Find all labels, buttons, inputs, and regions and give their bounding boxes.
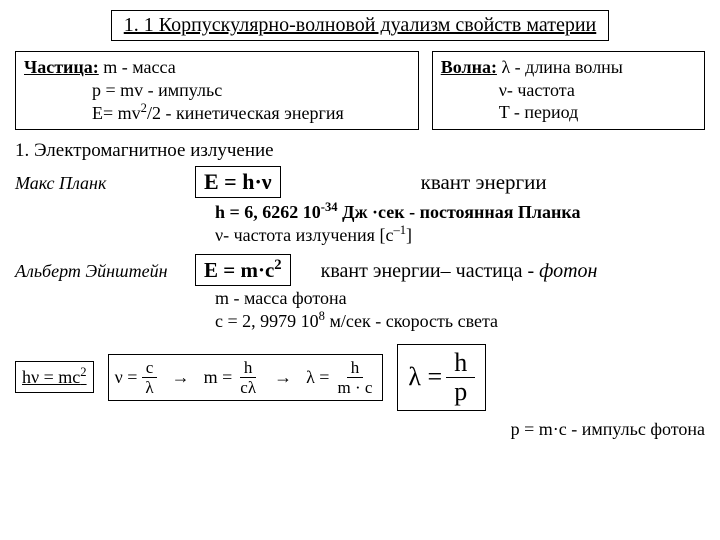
h-b: Дж ·сек -	[338, 202, 420, 222]
wave-box: Волна: λ - длина волны ν- частота T - пе…	[432, 51, 705, 130]
particle-box: Частица: m - масса p = mv - импульс E= m…	[15, 51, 419, 130]
definitions-row: Частица: m - масса p = mv - импульс E= m…	[15, 51, 705, 130]
wave-nu: ν- частота	[499, 80, 575, 100]
h-exp: -34	[321, 200, 338, 214]
photon-momentum-note: p = m·c - импульс фотона	[15, 419, 705, 440]
page-title: 1. 1 Корпускулярно-волновой дуализм свой…	[111, 10, 610, 41]
particle-energy-b: /2 - кинетическая энергия	[147, 103, 344, 123]
einstein-formula: E = m·c2	[195, 254, 291, 286]
de-broglie-box: λ = hp	[397, 344, 486, 411]
wave-lambda: λ - длина волны	[501, 57, 622, 77]
author-einstein: Альберт Эйнштейн	[15, 261, 195, 282]
base-eq: hν = mc2	[22, 367, 87, 387]
h-c: постоянная Планка	[420, 202, 581, 222]
planck-nu-line: ν- частота излучения [c–1]	[215, 223, 705, 246]
particle-energy-a: E= mv	[92, 103, 141, 123]
photon-mass-line: m - масса фотона	[215, 288, 705, 309]
wave-head: Волна:	[441, 57, 497, 77]
title-text: 1. 1 Корпускулярно-волновой дуализм свой…	[124, 14, 597, 36]
planck-h-line: h = 6, 6262 10-34 Дж ·сек - постоянная П…	[215, 200, 705, 223]
arrow-icon: →	[274, 367, 292, 388]
einstein-line: Альберт Эйнштейн E = m·c2 квант энергии–…	[15, 254, 705, 286]
arrow-icon: →	[172, 367, 190, 388]
light-speed-line: c = 2, 9979 108 м/сек - скорость света	[215, 309, 705, 332]
base-equation-box: hν = mc2	[15, 361, 94, 393]
einstein-label: квант энергии– частица - фотон	[321, 260, 598, 283]
section-1-title: 1. Электромагнитное излучение	[15, 140, 705, 162]
author-planck: Макс Планк	[15, 173, 195, 194]
planck-label: квант энергии	[421, 170, 547, 195]
wave-period: T - период	[499, 102, 579, 122]
particle-momentum: p = mv - импульс	[92, 80, 222, 100]
h-a: h = 6, 6262 10	[215, 202, 321, 222]
m-eq: m = hcλ	[204, 359, 260, 396]
nu-exp: –1	[393, 223, 406, 237]
derivation-box: ν = cλ → m = hcλ → λ = hm · c	[108, 354, 384, 401]
lambda-eq: λ = hm · c	[306, 359, 376, 396]
planck-line: Макс Планк E = h·ν квант энергии	[15, 166, 705, 198]
nu-a: ν- частота излучения [c	[215, 225, 393, 245]
nu-eq: ν = cλ	[115, 359, 158, 396]
particle-head: Частица:	[24, 57, 99, 77]
derivation-row: hν = mc2 ν = cλ → m = hcλ → λ = hm · c λ…	[15, 344, 705, 411]
nu-b: ]	[406, 225, 412, 245]
particle-mass: m - масса	[103, 57, 175, 77]
planck-formula: E = h·ν	[195, 166, 281, 198]
